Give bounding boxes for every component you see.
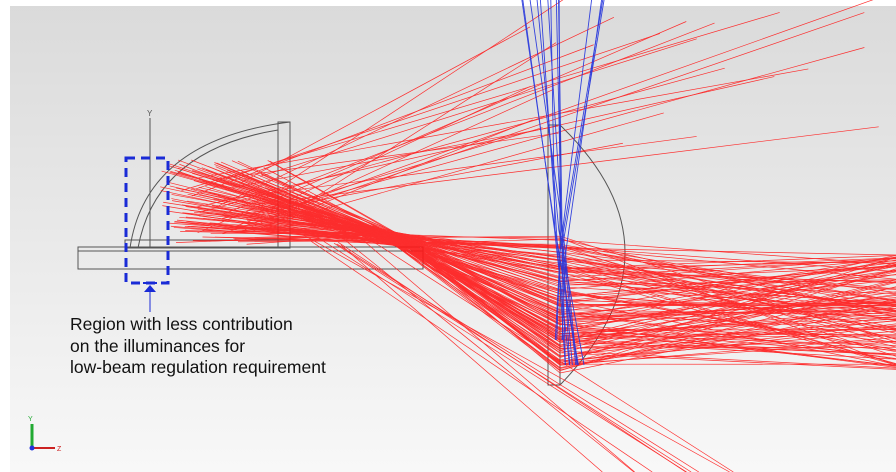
red-ray-stray [193,76,775,208]
red-ray-down [301,233,730,472]
region-annotation: Region with less contribution on the ill… [70,314,326,379]
red-ray [211,205,896,340]
red-ray-down [364,241,635,472]
annotation-line-3: low-beam regulation requirement [70,357,326,377]
blue-ray [556,0,593,341]
red-ray-stray [264,86,531,212]
red-ray-stray [223,136,697,200]
red-ray-stray [239,26,531,184]
red-ray-stray [198,68,809,179]
red-ray-down [305,229,687,472]
red-ray-stray [214,17,615,208]
viewport-top-edge [0,0,896,6]
red-ray-down [338,242,687,472]
red-ray-down [340,244,603,472]
red-ray [237,240,896,294]
red-ray [177,167,896,315]
y-axis-label: Y [147,109,153,118]
red-ray [182,212,896,305]
red-ray-down [336,243,700,472]
red-ray [234,234,896,342]
red-ray-stray [197,21,687,233]
red-ray-stray [253,126,879,205]
red-ray [243,215,896,308]
viewport-left-edge [0,0,10,472]
red-ray [178,172,896,312]
red-ray [197,208,896,357]
red-ray-stray [222,12,865,235]
red-ray [261,173,896,307]
triad-origin [29,445,35,451]
red-ray [237,225,896,333]
annotation-line-1: Region with less contribution [70,314,293,334]
red-ray [189,209,896,364]
red-ray-stray [269,112,664,225]
blue-ray [558,0,573,366]
annotation-line-2: on the illuminances for [70,335,246,356]
red-ray-stray [222,22,715,215]
red-ray [180,231,896,334]
red-ray [202,180,896,365]
blue-ray [536,0,585,366]
red-ray-stray [250,127,543,216]
blue-ray-bundle [521,0,605,366]
red-ray-stray [278,42,557,221]
red-ray [263,167,896,272]
red-ray [206,212,896,298]
red-ray-down [336,233,635,472]
triad-z-label: Z [57,446,62,453]
reflector-outer [129,121,291,249]
red-ray-bundle [160,0,896,472]
axes-triad: Y Z [28,416,62,453]
triad-y-label: Y [28,416,33,423]
red-ray-down [374,242,734,472]
red-ray [192,172,896,330]
red-ray [170,225,896,351]
red-ray [268,182,896,346]
red-ray [210,233,896,305]
red-ray-stray [227,125,559,189]
lens-curved-face [559,124,626,386]
red-ray [199,193,896,358]
red-ray-stray [191,44,594,197]
blue-ray [555,0,577,366]
red-ray-stray [252,119,533,232]
red-ray [187,200,896,329]
red-ray [192,239,896,334]
red-ray-stray [246,47,865,219]
red-ray-down [310,240,653,472]
red-ray [233,233,896,348]
highlight-arrow [143,282,157,312]
red-ray [251,223,896,319]
blue-ray [561,0,602,341]
red-ray [161,170,896,343]
red-ray [267,160,896,368]
red-ray-stray [199,67,725,213]
red-ray-stray [181,12,780,191]
red-ray-stray [216,132,559,180]
red-ray [168,210,896,369]
red-ray-stray [242,88,554,232]
